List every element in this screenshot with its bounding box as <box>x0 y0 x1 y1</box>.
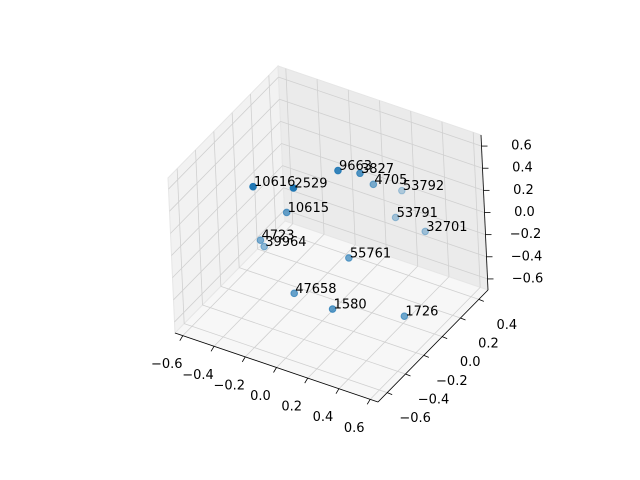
point <box>249 182 257 191</box>
tick-mark <box>179 335 184 341</box>
point <box>260 242 268 251</box>
point-label: 1726 <box>405 305 438 320</box>
y-tick-label: 0.0 <box>460 355 481 370</box>
tick-mark <box>273 367 277 373</box>
grid-line <box>278 76 482 147</box>
point-label: 10615 <box>288 201 329 216</box>
y-axis-line <box>377 289 489 403</box>
grid-line <box>282 165 486 236</box>
x-tick-label: −0.2 <box>213 378 245 393</box>
tick-mark <box>335 388 340 394</box>
point-label: 3827 <box>361 162 394 177</box>
grid-line <box>184 323 388 394</box>
grid-line <box>284 209 488 280</box>
grid-line <box>244 244 356 358</box>
grid-line <box>171 143 282 256</box>
grid-line <box>257 248 461 319</box>
tick-mark <box>210 346 215 352</box>
grid-line <box>307 265 419 379</box>
tick-mark <box>442 336 448 340</box>
x-tick-label: −0.4 <box>182 368 214 383</box>
z-tick-label: 0.4 <box>512 161 533 176</box>
z-tick-label: −0.2 <box>510 227 542 242</box>
point <box>328 305 337 313</box>
point <box>345 254 353 262</box>
point <box>369 180 378 189</box>
point <box>356 169 364 178</box>
z-axis-line <box>480 134 489 291</box>
tick-mark <box>460 317 466 321</box>
x-tick-label: 0.6 <box>344 421 365 436</box>
point <box>400 312 409 320</box>
x-axis-line <box>174 332 379 403</box>
x-tick-label: 0.2 <box>281 400 302 415</box>
grid-line <box>280 120 484 191</box>
grid-line <box>202 304 406 375</box>
y-tick-label: −0.4 <box>418 393 450 408</box>
grid-line <box>275 229 479 300</box>
grid-line <box>173 187 284 301</box>
z-tick-label: −0.4 <box>511 249 543 264</box>
grid-line <box>168 76 279 190</box>
grid-line <box>283 187 487 258</box>
point-label: 39964 <box>265 235 306 250</box>
tick-mark <box>405 373 411 377</box>
point-label: 55761 <box>350 246 391 261</box>
z-tick-label: 0.2 <box>513 183 534 198</box>
point-label: 53792 <box>403 179 444 194</box>
point <box>334 166 342 175</box>
point <box>289 184 298 192</box>
x-tick-label: −0.6 <box>151 357 183 372</box>
point <box>398 186 406 195</box>
point-label: 9663 <box>339 159 372 174</box>
grid-line <box>172 165 283 278</box>
tick-mark <box>304 377 309 384</box>
grid-line <box>213 233 325 347</box>
grid-line <box>239 267 443 338</box>
z-tick-label: 0.6 <box>511 139 532 154</box>
z-tick-label: 0.0 <box>514 205 535 220</box>
y-tick-label: 0.2 <box>478 337 499 352</box>
point-label: 53791 <box>397 206 438 221</box>
tick-mark <box>478 298 484 302</box>
y-tick-label: −0.2 <box>436 374 468 389</box>
x-tick-label: 0.4 <box>313 410 334 425</box>
grid-line <box>279 98 483 169</box>
grid-line <box>174 209 285 323</box>
grid-line <box>369 287 481 400</box>
point <box>282 208 291 217</box>
grid-line <box>182 223 294 336</box>
point-label: 10616 <box>254 175 295 190</box>
point-label: 32701 <box>426 220 467 235</box>
tick-mark <box>387 392 393 396</box>
grid-line <box>338 276 450 390</box>
tick-mark <box>423 354 429 358</box>
point-label: 2529 <box>294 176 327 191</box>
y-tick-label: −0.6 <box>399 411 431 426</box>
tick-mark <box>366 399 371 405</box>
tick-mark <box>241 356 246 363</box>
x-tick-label: 0.0 <box>250 389 271 404</box>
point <box>421 227 430 236</box>
point-label: 4723 <box>261 229 294 244</box>
point-label: 4705 <box>374 173 407 188</box>
grid-line <box>170 121 281 234</box>
point <box>290 289 298 298</box>
point-label: 1580 <box>334 298 367 313</box>
grid-line <box>281 143 485 213</box>
y-tick-label: 0.4 <box>496 318 517 333</box>
grid-line <box>169 98 280 212</box>
z-tick-label: −0.6 <box>512 271 544 286</box>
grid-line <box>220 285 424 356</box>
point <box>256 236 265 244</box>
point <box>391 213 400 222</box>
point-label: 47658 <box>295 282 336 297</box>
